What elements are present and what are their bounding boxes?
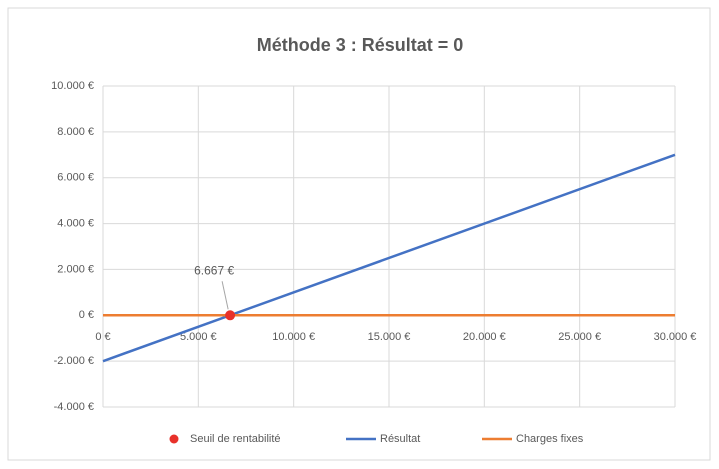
data-label: 6.667 € [194,263,234,277]
y-tick-label: 8.000 € [57,126,94,138]
scatter-point [225,310,236,321]
leader-line [221,281,229,310]
x-tick-label: 30.000 € [654,331,697,343]
y-tick-label: 4.000 € [57,217,94,229]
y-tick-label: -4.000 € [54,401,94,413]
legend-marker [169,434,179,444]
line-series [102,153,676,363]
x-tick-label: 20.000 € [463,331,506,343]
y-tick-label: -2.000 € [54,355,94,367]
chart-border [7,7,711,461]
x-tick-label: 15.000 € [368,331,411,343]
y-tick-label: 0 € [79,309,94,321]
x-tick-label: 10.000 € [272,331,315,343]
chart-title: Méthode 3 : Résultat = 0 [257,35,464,55]
legend-label: Résultat [380,433,420,445]
legend-label: Charges fixes [516,433,584,445]
x-tick-label: 0 € [95,331,110,343]
x-tick-label: 5.000 € [180,331,217,343]
y-tick-label: 6.000 € [57,172,94,184]
x-tick-label: 25.000 € [558,331,601,343]
y-tick-label: 2.000 € [57,263,94,275]
y-tick-label: 10.000 € [51,80,94,92]
legend-label: Seuil de rentabilité [190,433,281,445]
